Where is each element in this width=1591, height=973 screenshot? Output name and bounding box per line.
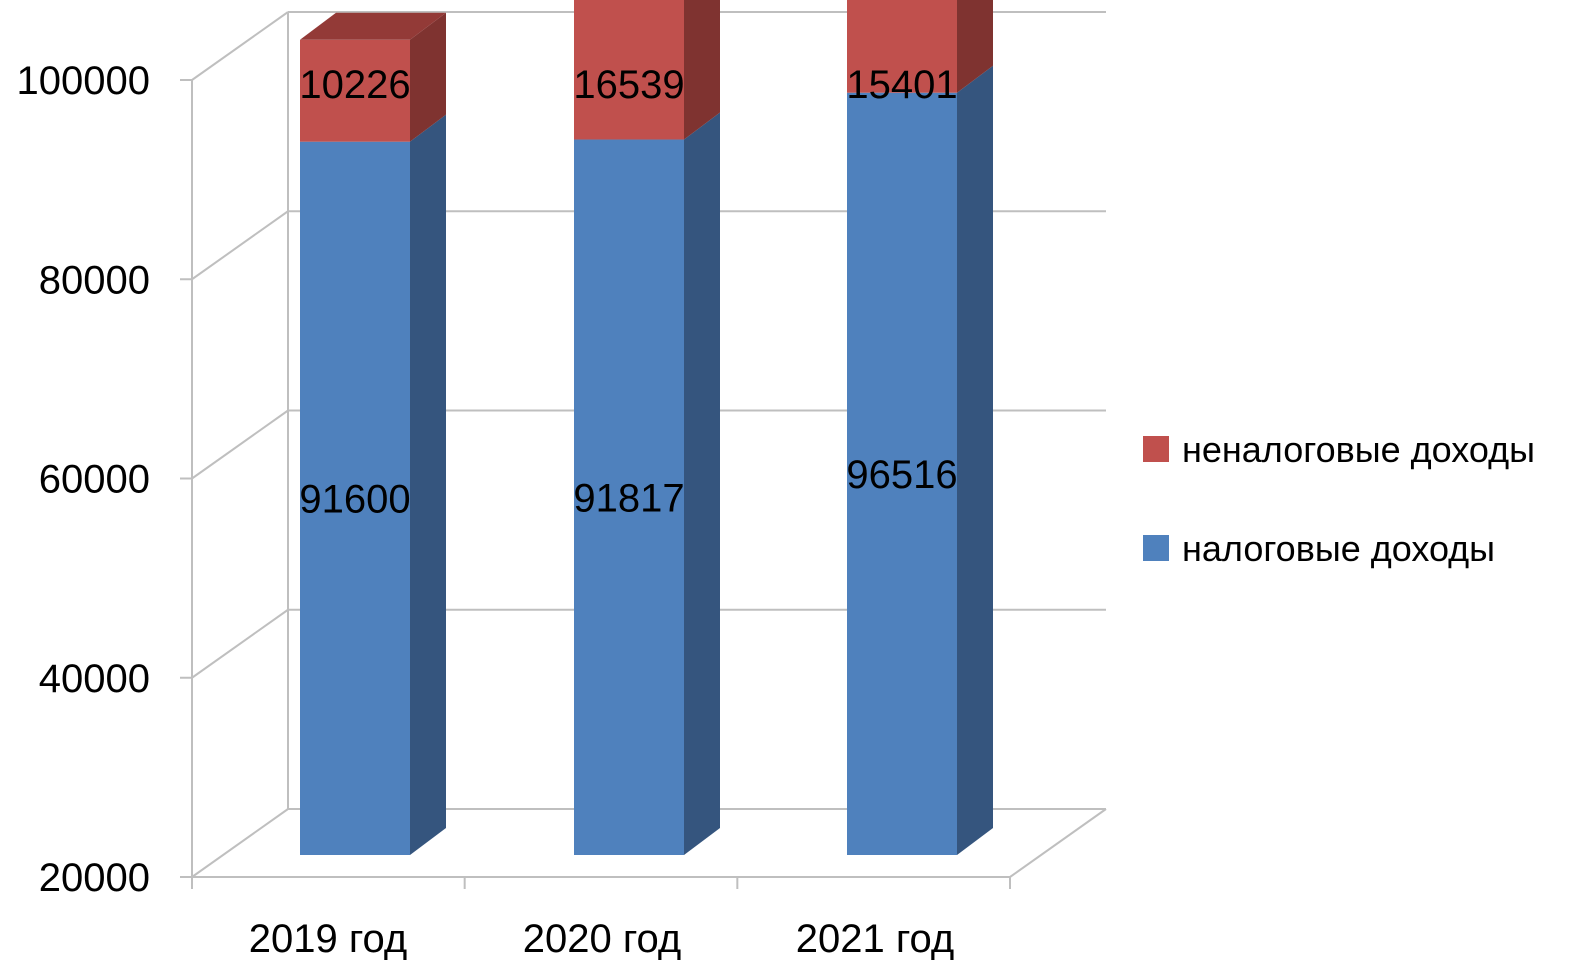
legend-swatch-1 [1143,436,1169,462]
legend-label-0: налоговые доходы [1182,528,1495,569]
x-tick-label-2: 2021 год [796,917,955,961]
floor-right-edge [1009,808,1107,878]
legend: неналоговые доходы налоговые доходы [1143,429,1535,569]
y-tick-label-3: 80000 [39,258,150,302]
bar-front-1-0 [300,39,410,142]
bar-front-0-1 [574,139,684,855]
legend-label-1: неналоговые доходы [1182,429,1535,470]
data-label-1-1: 16539 [573,63,684,107]
x-tick-label-1: 2020 год [523,917,682,961]
y-tick-label-1: 40000 [39,657,150,701]
legend-swatch-0 [1143,535,1169,561]
y-tick-label-0: 20000 [39,856,150,900]
gridline-side-4 [191,11,289,81]
gridline-side-1 [191,608,289,679]
bar-front-0-0 [300,141,410,855]
data-label-0-1: 91817 [573,476,684,520]
bars [300,0,993,856]
bar-side-0-0 [410,114,446,855]
bar-side-0-2 [957,65,993,855]
data-label-0-2: 96516 [846,453,957,497]
y-tick-label-4: 100000 [17,59,150,103]
gridline-side-0 [191,808,289,878]
bar-side-0-1 [684,112,720,856]
data-label-0-0: 91600 [299,477,410,521]
y-tick-label-2: 60000 [39,458,150,502]
bar-top-1-0 [300,12,446,40]
bar-front-1-2 [847,0,957,93]
data-label-1-2: 15401 [846,63,957,107]
bar-front-1-1 [574,0,684,140]
gridline-side-3 [191,210,289,281]
bar-side-1-1 [684,0,720,140]
gridline-side-2 [191,409,289,480]
bar-side-1-2 [957,0,993,93]
axes: 20000 40000 60000 80000 100000 [17,59,1011,900]
data-label-1-0: 10226 [299,63,410,107]
labels: 2019 год 2020 год 2021 год 91600 10226 91817 1… [249,63,958,961]
bar-front-0-2 [847,92,957,855]
x-tick-label-0: 2019 год [249,917,408,961]
bar-side-1-0 [410,12,446,142]
